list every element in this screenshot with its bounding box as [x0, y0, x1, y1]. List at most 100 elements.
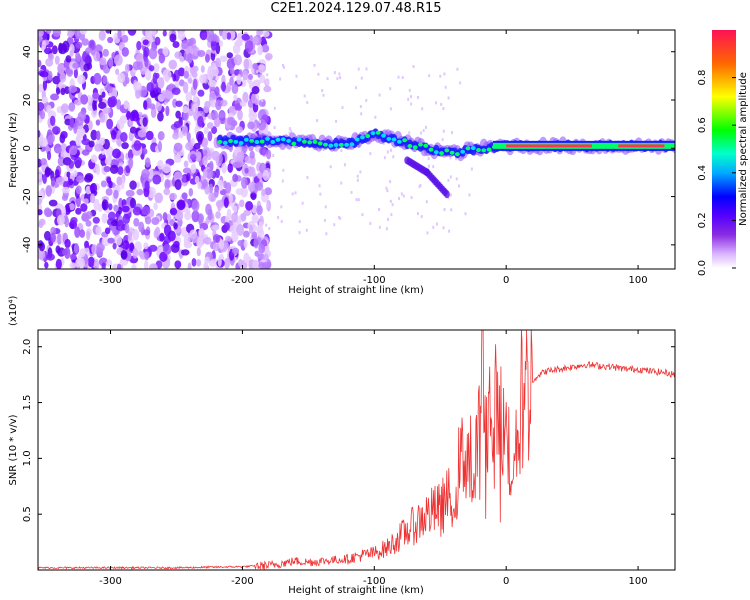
spectrogram-noise-blob [143, 229, 151, 236]
spectrogram-noise-blob [144, 180, 150, 192]
spectrogram-noise-blob [45, 30, 52, 35]
spectrogram-noise-dot [422, 128, 425, 132]
spectrogram-ridge-peak [238, 140, 244, 145]
spectrogram-noise-blob [105, 30, 112, 34]
spectrogram-noise-blob [254, 181, 264, 191]
spectrogram-noise-blob [99, 137, 105, 146]
spectrogram-noise-dot [390, 148, 393, 152]
spectrogram-noise-dot [410, 102, 413, 106]
spectrogram-noise-dot [398, 197, 401, 201]
spectrogram-noise-blob [171, 87, 181, 96]
spectrogram-noise-blob [212, 234, 221, 244]
spectrogram-noise-blob [46, 104, 52, 114]
spectrogram-noise-blob [154, 36, 161, 46]
spectrogram-noise-blob [211, 33, 218, 42]
spectrogram-noise-blob [259, 146, 267, 156]
spectrogram-noise-blob [241, 33, 250, 41]
spectrogram-band-peak [506, 144, 592, 148]
spectrogram-noise-blob [157, 77, 165, 89]
snr-y-tick-label: 0.5 [22, 506, 33, 522]
spectrogram-noise-dot [336, 77, 339, 81]
colorbar-tick-label: 0.4 [697, 165, 708, 181]
spectrogram-noise-dot [428, 74, 431, 78]
spectrogram-noise-blob [60, 131, 68, 139]
spectrogram-noise-blob [38, 198, 43, 205]
spectrogram-noise-dot [333, 71, 336, 75]
spectrogram-noise-blob [66, 171, 71, 178]
spectrogram-noise-blob [131, 111, 140, 122]
spectrogram-noise-blob [122, 240, 130, 251]
spectrogram-noise-blob [110, 129, 117, 140]
spectrogram-noise-dot [319, 192, 322, 196]
spectrogram-noise-blob [203, 127, 209, 135]
spectrogram-noise-dot [456, 67, 459, 71]
spectrogram-noise-blob [207, 72, 214, 81]
spectrogram-noise-blob [264, 52, 273, 61]
spectrogram-noise-blob [215, 99, 222, 111]
spectrogram-ridge-peak [265, 136, 270, 141]
colorbar: 0.0 0.2 0.4 0.6 0.8 Normalized spectral ampl… [697, 30, 749, 276]
spectrogram-noise-dot [281, 179, 284, 183]
spectrogram-noise-blob [224, 215, 230, 225]
spectrogram-noise-blob [181, 124, 188, 136]
spectrogram-ridge-peak [328, 143, 334, 148]
spectrogram-noise-dot [443, 72, 446, 76]
spectrogram-noise-blob [116, 263, 122, 269]
spectrogram-noise-blob [135, 89, 141, 99]
spectrogram-noise-dot [402, 194, 405, 198]
spectrogram-noise-blob [173, 120, 182, 129]
spectrogram-noise-blob [133, 217, 140, 227]
spectrogram-noise-blob [69, 117, 75, 128]
spectrogram-noise-blob [90, 154, 98, 163]
spectrogram-noise-blob [135, 181, 140, 189]
spectrogram-noise-blob [214, 119, 220, 128]
spectrogram-noise-blob [100, 180, 108, 188]
spectrogram-noise-blob [214, 86, 220, 96]
spectrogram-noise-blob [44, 261, 49, 269]
spectrogram-noise-blob [226, 32, 232, 40]
spectrogram-noise-dot [426, 231, 429, 235]
spectrogram-noise-blob [144, 157, 151, 168]
spectrogram-noise-dot [329, 165, 332, 169]
snr-x-tick-label: 0 [503, 576, 509, 587]
spectrogram-noise-blob [176, 200, 186, 210]
spectrogram-noise-blob [144, 216, 152, 225]
spectrogram-noise-blob [112, 148, 121, 159]
spectrogram-noise-dot [369, 221, 372, 225]
spectrogram-noise-blob [40, 158, 48, 166]
spectrogram-noise-blob [257, 119, 267, 131]
spectrogram-noise-blob [204, 100, 211, 109]
spectrogram-noise-blob [228, 192, 233, 205]
spectrogram-noise-blob [180, 249, 190, 256]
spectrogram-noise-dot [340, 149, 343, 153]
spectrogram-noise-blob [110, 220, 118, 227]
spectrogram-noise-blob [218, 112, 225, 119]
spectrogram-noise-blob [207, 212, 213, 221]
spectrogram-noise-blob [41, 40, 47, 50]
spectrogram-noise-blob [202, 155, 208, 166]
spectrogram-noise-blob [167, 230, 176, 242]
spectrogram-noise-dot [338, 72, 341, 76]
spectrogram-noise-dot [449, 156, 452, 160]
spectrogram-noise-blob [81, 50, 90, 63]
spectrogram-noise-dot [421, 107, 424, 111]
spectrogram-noise-blob [145, 130, 154, 141]
spectrogram-noise-blob [153, 63, 160, 73]
spectrogram-noise-dot [298, 231, 301, 235]
spectrogram-noise-blob [266, 199, 272, 212]
spectrogram-noise-blob [263, 85, 272, 93]
spectrogram-noise-dot [323, 218, 326, 222]
spectrogram-noise-blob [193, 142, 201, 150]
spectrogram-noise-blob [86, 230, 91, 241]
colorbar-tick-label: 0.6 [697, 117, 708, 133]
spectrogram-noise-blob [124, 63, 130, 74]
colorbar-label: Normalized spectral amplitude [738, 72, 749, 226]
spectrogram-noise-blob [95, 119, 101, 126]
spectrogram-noise-dot [355, 198, 358, 202]
snr-x-tick-label: -200 [231, 576, 254, 587]
spectrogram-noise-blob [194, 175, 200, 184]
spectrogram-noise-blob [215, 200, 224, 208]
spectrogram-noise-blob [164, 179, 171, 190]
spectrogram-noise-blob [120, 251, 128, 259]
spectrogram-noise-blob [137, 129, 147, 138]
